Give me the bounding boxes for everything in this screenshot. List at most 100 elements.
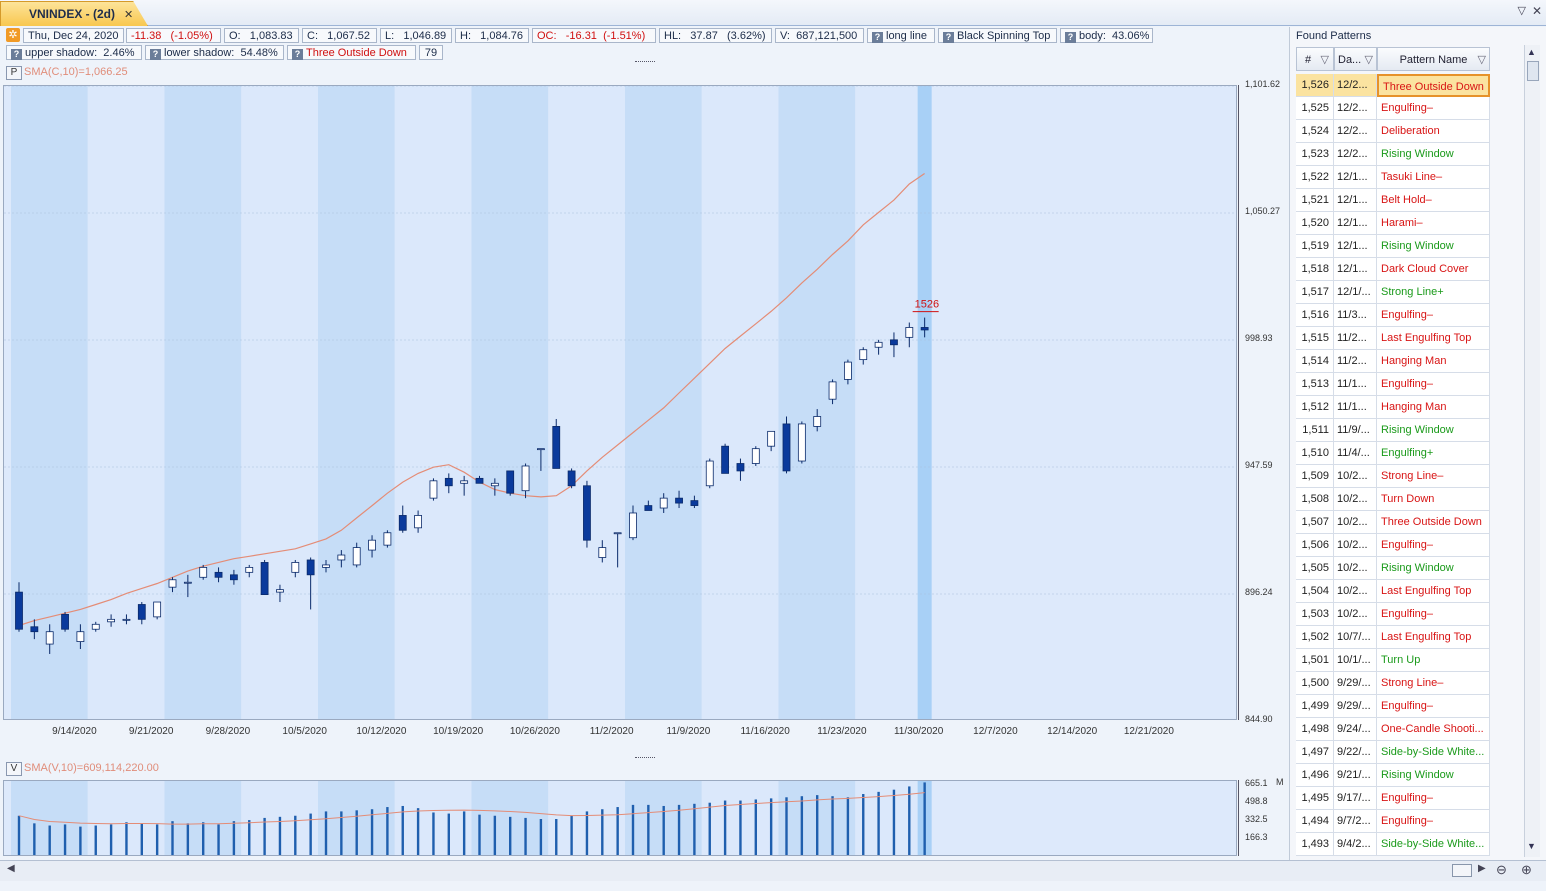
- pattern-row[interactable]: 1,494 9/7/2... Engulfing–: [1296, 810, 1490, 833]
- row-number: 1,502: [1296, 626, 1334, 649]
- volume-pane-tag[interactable]: V: [6, 762, 22, 776]
- pattern-row[interactable]: 1,517 12/1/... Strong Line+: [1296, 281, 1490, 304]
- x-tick-label: 11/9/2020: [666, 726, 711, 737]
- candle: [229, 569, 238, 585]
- filter-icon[interactable]: ▽: [1320, 54, 1329, 66]
- price-chart[interactable]: 1526: [3, 85, 1237, 720]
- pattern-row[interactable]: 1,499 9/29/... Engulfing–: [1296, 695, 1490, 718]
- x-tick-label: 9/14/2020: [52, 726, 97, 737]
- help-icon[interactable]: ?: [872, 32, 883, 43]
- row-number: 1,522: [1296, 166, 1334, 189]
- row-number: 1,499: [1296, 695, 1334, 718]
- price-pane-tag[interactable]: P: [6, 66, 22, 80]
- row-number: 1,511: [1296, 419, 1334, 442]
- pattern-row[interactable]: 1,525 12/2... Engulfing–: [1296, 97, 1490, 120]
- candle: [137, 602, 146, 625]
- pattern-row[interactable]: 1,504 10/2... Last Engulfing Top: [1296, 580, 1490, 603]
- splitter-handle[interactable]: [635, 61, 655, 63]
- pattern-row[interactable]: 1,493 9/4/2... Side-by-Side White...: [1296, 833, 1490, 856]
- pattern-row[interactable]: 1,522 12/1... Tasuki Line–: [1296, 166, 1490, 189]
- volume-tick-label: 332.5: [1245, 813, 1268, 824]
- volume-chart[interactable]: [3, 780, 1237, 856]
- volume-bar: [800, 796, 804, 855]
- pattern-row[interactable]: 1,520 12/1... Harami–: [1296, 212, 1490, 235]
- pattern-row[interactable]: 1,506 10/2... Engulfing–: [1296, 534, 1490, 557]
- pattern-row[interactable]: 1,515 11/2... Last Engulfing Top: [1296, 327, 1490, 350]
- pattern-row[interactable]: 1,524 12/2... Deliberation: [1296, 120, 1490, 143]
- pattern-row[interactable]: 1,521 12/1... Belt Hold–: [1296, 189, 1490, 212]
- pattern-row[interactable]: 1,523 12/2... Rising Window: [1296, 143, 1490, 166]
- info-pattern[interactable]: ? Three Outside Down: [287, 45, 416, 60]
- pattern-row[interactable]: 1,526 12/2... Three Outside Down: [1296, 74, 1490, 97]
- pattern-row[interactable]: 1,509 10/2... Strong Line–: [1296, 465, 1490, 488]
- pattern-row[interactable]: 1,498 9/24/... One-Candle Shooti...: [1296, 718, 1490, 741]
- pattern-row[interactable]: 1,496 9/21/... Rising Window: [1296, 764, 1490, 787]
- pattern-row[interactable]: 1,507 10/2... Three Outside Down: [1296, 511, 1490, 534]
- info-spinning-top[interactable]: ? Black Spinning Top: [938, 28, 1057, 43]
- pattern-row[interactable]: 1,512 11/1... Hanging Man: [1296, 396, 1490, 419]
- scroll-thumb[interactable]: [1527, 61, 1539, 81]
- splitter-handle[interactable]: [635, 757, 655, 759]
- row-number: 1,501: [1296, 649, 1334, 672]
- volume-bar: [140, 823, 143, 855]
- pattern-grid-scrollbar[interactable]: ▲ ▼: [1524, 45, 1540, 857]
- volume-bar: [923, 782, 926, 855]
- horizontal-scroll-bar[interactable]: ◀ ▶ ⊖ ⊕: [0, 860, 1546, 881]
- pattern-row[interactable]: 1,511 11/9/... Rising Window: [1296, 419, 1490, 442]
- header-pattern-name[interactable]: Pattern Name ▽: [1377, 47, 1490, 71]
- pattern-row[interactable]: 1,505 10/2... Rising Window: [1296, 557, 1490, 580]
- info-upper-shadow[interactable]: ? upper shadow: 2.46%: [6, 45, 142, 60]
- candle: [306, 557, 315, 610]
- window-menu-icon[interactable]: ▽: [1517, 5, 1526, 17]
- pattern-row[interactable]: 1,516 11/3... Engulfing–: [1296, 304, 1490, 327]
- filter-icon[interactable]: ▽: [1477, 54, 1486, 66]
- header-date[interactable]: Da... ▽: [1334, 47, 1377, 71]
- row-date: 12/1...: [1334, 166, 1377, 189]
- tab-close-icon[interactable]: ✕: [124, 9, 134, 21]
- pattern-row[interactable]: 1,501 10/1/... Turn Up: [1296, 649, 1490, 672]
- week-band: [548, 86, 625, 719]
- document-tab[interactable]: VNINDEX - (2d) ✕: [0, 1, 148, 26]
- scroll-left-icon[interactable]: ◀: [7, 863, 15, 874]
- pattern-row[interactable]: 1,519 12/1... Rising Window: [1296, 235, 1490, 258]
- info-long-line[interactable]: ? long line: [867, 28, 935, 43]
- candle: [45, 624, 54, 654]
- header-num[interactable]: # ▽: [1296, 47, 1334, 71]
- volume-bar: [631, 804, 635, 855]
- help-icon[interactable]: ?: [11, 49, 22, 60]
- pattern-row[interactable]: 1,513 11/1... Engulfing–: [1296, 373, 1490, 396]
- window-close-icon[interactable]: ✕: [1531, 4, 1542, 18]
- scroll-thumb-icon[interactable]: [1452, 864, 1472, 877]
- zoom-out-icon[interactable]: ⊖: [1496, 862, 1507, 877]
- row-pattern-name: Rising Window: [1377, 143, 1490, 166]
- row-date: 12/2...: [1334, 74, 1377, 97]
- pattern-row[interactable]: 1,503 10/2... Engulfing–: [1296, 603, 1490, 626]
- row-pattern-name: Engulfing–: [1377, 97, 1490, 120]
- pattern-row[interactable]: 1,510 11/4/... Engulfing+: [1296, 442, 1490, 465]
- scroll-down-icon[interactable]: ▼: [1527, 841, 1536, 851]
- help-icon[interactable]: ?: [292, 49, 303, 60]
- help-icon[interactable]: ?: [943, 32, 954, 43]
- help-icon[interactable]: ?: [150, 49, 161, 60]
- candle-body: [153, 601, 162, 618]
- scroll-right-icon[interactable]: ▶: [1478, 863, 1486, 874]
- pattern-row[interactable]: 1,518 12/1... Dark Cloud Cover: [1296, 258, 1490, 281]
- info-body[interactable]: ? body: 43.06%: [1060, 28, 1153, 43]
- pattern-row[interactable]: 1,502 10/7/... Last Engulfing Top: [1296, 626, 1490, 649]
- pattern-row[interactable]: 1,508 10/2... Turn Down: [1296, 488, 1490, 511]
- row-date: 9/24/...: [1334, 718, 1377, 741]
- pattern-row[interactable]: 1,514 11/2... Hanging Man: [1296, 350, 1490, 373]
- settings-icon[interactable]: ✲: [6, 28, 20, 42]
- info-lower-shadow[interactable]: ? lower shadow: 54.48%: [145, 45, 284, 60]
- pattern-row[interactable]: 1,497 9/22/... Side-by-Side White...: [1296, 741, 1490, 764]
- x-tick-label: 12/14/2020: [1047, 726, 1098, 737]
- volume-bar: [48, 825, 51, 855]
- candle-body: [813, 416, 822, 427]
- pattern-row[interactable]: 1,495 9/17/... Engulfing–: [1296, 787, 1490, 810]
- filter-icon[interactable]: ▽: [1364, 54, 1373, 66]
- scroll-up-icon[interactable]: ▲: [1527, 47, 1536, 57]
- zoom-in-icon[interactable]: ⊕: [1521, 862, 1532, 877]
- help-icon[interactable]: ?: [1065, 32, 1076, 43]
- volume-bar: [555, 819, 558, 855]
- pattern-row[interactable]: 1,500 9/29/... Strong Line–: [1296, 672, 1490, 695]
